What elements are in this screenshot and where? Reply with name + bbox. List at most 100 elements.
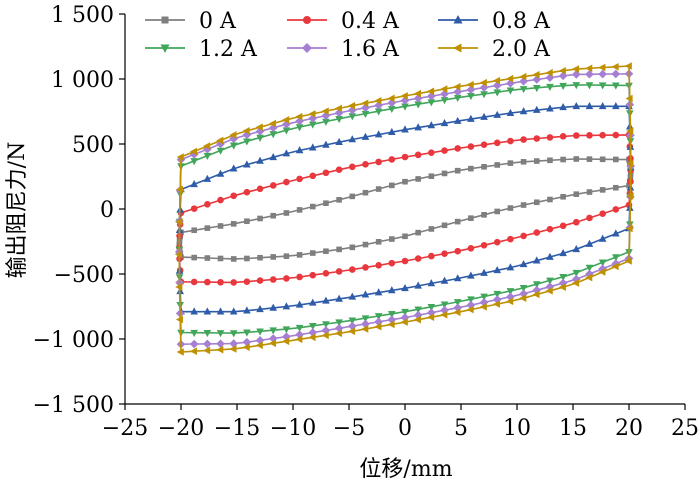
data-marker (348, 163, 356, 171)
data-marker (519, 294, 527, 302)
x-tick-label: 15 (559, 416, 587, 441)
data-marker (441, 222, 448, 229)
data-marker (190, 180, 198, 188)
data-marker (453, 116, 462, 124)
data-marker (282, 127, 291, 135)
data-marker (468, 165, 474, 172)
y-tick-label: 1 000 (51, 68, 114, 93)
data-marker (362, 264, 369, 271)
data-marker (467, 143, 475, 150)
data-marker (493, 89, 502, 97)
data-marker (532, 290, 540, 299)
data-marker (532, 84, 541, 93)
data-marker (230, 221, 237, 227)
data-marker (296, 273, 303, 281)
data-marker (189, 347, 197, 356)
x-tick-label: −5 (333, 416, 365, 441)
data-marker (374, 288, 383, 296)
data-marker (558, 283, 566, 291)
data-marker (454, 218, 461, 225)
data-marker (348, 292, 357, 300)
data-marker (546, 83, 554, 92)
series-0_4A (176, 131, 634, 286)
data-marker (309, 203, 316, 210)
data-marker (175, 283, 183, 291)
data-marker (454, 167, 461, 174)
data-marker (586, 156, 593, 162)
data-marker (229, 339, 239, 348)
data-marker (546, 252, 554, 260)
data-marker (571, 70, 581, 79)
data-marker (481, 163, 487, 170)
data-marker (467, 296, 475, 304)
data-marker (440, 276, 449, 284)
data-marker (348, 317, 357, 325)
data-marker (547, 196, 553, 203)
data-marker (270, 254, 277, 260)
x-axis-title: 位移/mm (359, 457, 452, 482)
data-marker (216, 339, 225, 349)
data-marker (480, 241, 488, 249)
data-marker (479, 78, 487, 87)
data-marker (256, 156, 264, 164)
data-marker (229, 307, 238, 315)
data-marker (335, 166, 343, 173)
data-marker (571, 279, 580, 287)
data-marker (507, 205, 514, 211)
y-axis-title: 输出阻尼力/N (5, 142, 30, 279)
data-marker (176, 348, 184, 356)
x-tick-label: 20 (615, 416, 643, 441)
data-marker (625, 224, 633, 233)
data-marker (598, 102, 607, 110)
data-marker (216, 345, 224, 354)
data-marker (453, 299, 462, 307)
data-marker (453, 308, 461, 317)
data-marker (479, 303, 487, 311)
data-marker (626, 182, 632, 189)
data-marker (283, 275, 290, 282)
data-marker (468, 215, 474, 221)
data-marker (494, 208, 501, 215)
data-marker (256, 277, 264, 284)
data-marker (256, 134, 264, 142)
data-marker (585, 64, 593, 73)
data-marker (611, 62, 619, 71)
data-marker (348, 266, 356, 273)
data-marker (361, 315, 370, 323)
data-marker (546, 225, 554, 233)
data-marker (334, 329, 342, 338)
data-marker (295, 112, 303, 121)
data-marker (229, 142, 238, 150)
data-marker (441, 250, 448, 257)
data-marker (282, 149, 291, 157)
data-marker (217, 278, 224, 286)
data-marker (309, 172, 317, 180)
data-marker (585, 82, 594, 90)
data-marker (257, 254, 263, 261)
data-marker (428, 226, 435, 232)
data-marker (560, 156, 566, 163)
data-marker (242, 337, 252, 347)
data-marker (229, 131, 237, 139)
data-marker (203, 142, 211, 150)
data-marker (269, 153, 278, 161)
data-marker (229, 164, 238, 172)
data-marker (519, 86, 528, 94)
data-marker (335, 319, 343, 327)
data-marker (204, 225, 211, 231)
data-marker (480, 91, 488, 99)
data-marker (573, 191, 580, 197)
data-marker (413, 315, 421, 324)
data-marker (586, 214, 593, 222)
data-marker (374, 313, 383, 321)
series-1_2A (175, 82, 635, 338)
data-marker (309, 250, 316, 256)
data-marker (175, 185, 183, 194)
data-marker (217, 255, 224, 262)
data-marker (466, 305, 474, 314)
data-marker (229, 330, 238, 338)
data-marker (506, 288, 515, 296)
data-marker (189, 339, 199, 349)
data-marker (546, 277, 554, 285)
data-marker (466, 80, 474, 89)
